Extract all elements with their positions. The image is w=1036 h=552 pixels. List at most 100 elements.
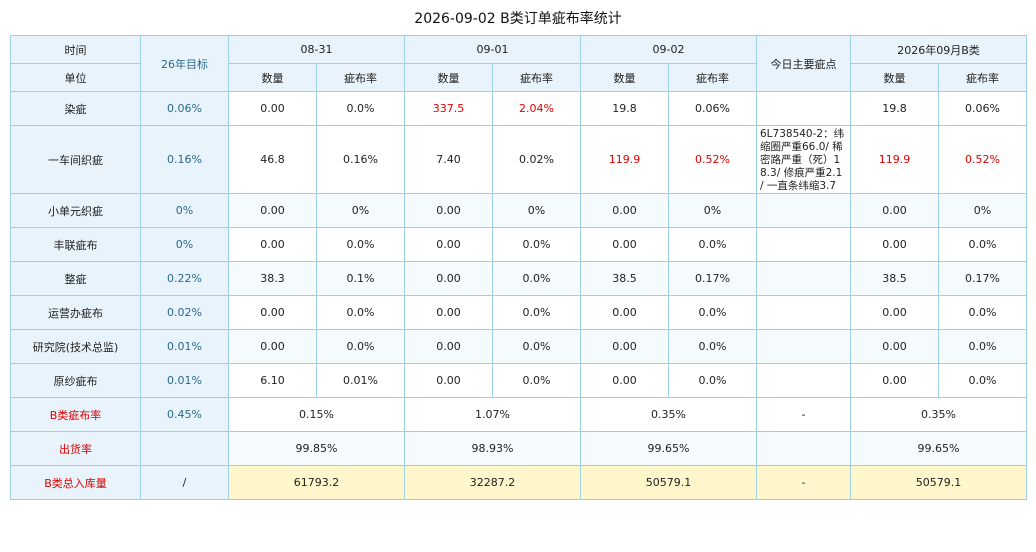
cell-qty: 0.00 <box>404 363 493 398</box>
cell-rate: 0.0% <box>492 329 581 364</box>
cell-defect-note <box>756 227 851 262</box>
summary-note <box>756 431 851 466</box>
header-date-2: 09-01 <box>404 35 581 64</box>
cell-defect-note <box>756 193 851 228</box>
row-target: 0.01% <box>140 329 229 364</box>
cell-qty: 0.00 <box>404 193 493 228</box>
table-row: 运营办疵布 0.02% 0.00 0.0% 0.00 0.0% 0.00 0.0… <box>10 295 1027 330</box>
summary-row-defect-rate: B类疵布率 0.45% 0.15% 1.07% 0.35% - 0.35% <box>10 397 1027 432</box>
cell-month-qty: 0.00 <box>850 295 939 330</box>
summary-note: - <box>756 397 851 432</box>
cell-qty: 0.00 <box>404 295 493 330</box>
summary-month: 0.35% <box>850 397 1027 432</box>
cell-month-qty: 119.9 <box>850 125 939 194</box>
header-target: 26年目标 <box>140 35 229 92</box>
cell-month-qty: 0.00 <box>850 193 939 228</box>
cell-qty: 0.00 <box>228 295 317 330</box>
cell-month-rate: 0.17% <box>938 261 1027 296</box>
table-row: 一车间织疵 0.16% 46.8 0.16% 7.40 0.02% 119.9 … <box>10 125 1027 194</box>
table-row: 研究院(技术总监) 0.01% 0.00 0.0% 0.00 0.0% 0.00… <box>10 329 1027 364</box>
cell-rate: 0.01% <box>316 363 405 398</box>
cell-qty: 19.8 <box>580 91 669 126</box>
cell-rate: 0.0% <box>668 227 757 262</box>
cell-qty: 6.10 <box>228 363 317 398</box>
cell-qty: 38.5 <box>580 261 669 296</box>
summary-day-2: 1.07% <box>404 397 581 432</box>
cell-month-rate: 0.0% <box>938 227 1027 262</box>
cell-qty: 337.5 <box>404 91 493 126</box>
cell-rate: 2.04% <box>492 91 581 126</box>
summary-month: 50579.1 <box>850 465 1027 500</box>
table-row: 原纱疵布 0.01% 6.10 0.01% 0.00 0.0% 0.00 0.0… <box>10 363 1027 398</box>
cell-rate: 0.06% <box>668 91 757 126</box>
table-row: 染疵 0.06% 0.00 0.0% 337.5 2.04% 19.8 0.06… <box>10 91 1027 126</box>
table-row: 整疵 0.22% 38.3 0.1% 0.00 0.0% 38.5 0.17% … <box>10 261 1027 296</box>
cell-defect-note: 6L738540-2：纬缩圈严重66.0/ 稀密路严重（死）18.3/ 修痕严重… <box>756 125 851 194</box>
header-qty: 数量 <box>850 63 939 92</box>
header-date-3: 09-02 <box>580 35 757 64</box>
header-qty: 数量 <box>404 63 493 92</box>
cell-qty: 0.00 <box>404 261 493 296</box>
cell-rate: 0.17% <box>668 261 757 296</box>
cell-rate: 0% <box>492 193 581 228</box>
defect-rate-table: 时间 26年目标 08-31 09-01 09-02 今日主要疵点 2026年0… <box>10 35 1027 500</box>
cell-rate: 0.0% <box>492 295 581 330</box>
cell-defect-note <box>756 295 851 330</box>
summary-day-2: 32287.2 <box>404 465 581 500</box>
cell-qty: 46.8 <box>228 125 317 194</box>
cell-rate: 0.0% <box>316 329 405 364</box>
cell-rate: 0.1% <box>316 261 405 296</box>
cell-month-rate: 0.06% <box>938 91 1027 126</box>
cell-rate: 0.0% <box>668 295 757 330</box>
table-row: 丰联疵布 0% 0.00 0.0% 0.00 0.0% 0.00 0.0% 0.… <box>10 227 1027 262</box>
cell-defect-note <box>756 329 851 364</box>
table-row: 小单元织疵 0% 0.00 0% 0.00 0% 0.00 0% 0.00 0% <box>10 193 1027 228</box>
row-label: 丰联疵布 <box>10 227 141 262</box>
cell-qty: 7.40 <box>404 125 493 194</box>
row-target: 0% <box>140 193 229 228</box>
cell-qty: 0.00 <box>580 193 669 228</box>
header-unit: 单位 <box>10 63 141 92</box>
cell-rate: 0% <box>668 193 757 228</box>
cell-qty: 0.00 <box>228 91 317 126</box>
cell-qty: 0.00 <box>580 363 669 398</box>
header-rate: 疵布率 <box>492 63 581 92</box>
cell-rate: 0.0% <box>492 227 581 262</box>
cell-month-rate: 0.0% <box>938 329 1027 364</box>
header-date-1: 08-31 <box>228 35 405 64</box>
header-qty: 数量 <box>580 63 669 92</box>
row-label: 运营办疵布 <box>10 295 141 330</box>
summary-target: / <box>140 465 229 500</box>
summary-day-1: 0.15% <box>228 397 405 432</box>
cell-rate: 0.0% <box>492 363 581 398</box>
cell-defect-note <box>756 363 851 398</box>
row-label: 整疵 <box>10 261 141 296</box>
summary-target <box>140 431 229 466</box>
cell-month-rate: 0.0% <box>938 295 1027 330</box>
row-target: 0.16% <box>140 125 229 194</box>
cell-month-rate: 0.52% <box>938 125 1027 194</box>
cell-qty: 0.00 <box>228 227 317 262</box>
cell-month-qty: 0.00 <box>850 227 939 262</box>
row-label: 一车间织疵 <box>10 125 141 194</box>
summary-day-3: 0.35% <box>580 397 757 432</box>
page-title: 2026-09-02 B类订单疵布率统计 <box>414 11 622 27</box>
cell-rate: 0.0% <box>316 227 405 262</box>
cell-qty: 0.00 <box>580 227 669 262</box>
header-rate: 疵布率 <box>938 63 1027 92</box>
cell-qty: 0.00 <box>228 193 317 228</box>
header-rate: 疵布率 <box>316 63 405 92</box>
row-target: 0.06% <box>140 91 229 126</box>
cell-rate: 0.0% <box>492 261 581 296</box>
cell-rate: 0.16% <box>316 125 405 194</box>
row-target: 0.02% <box>140 295 229 330</box>
row-label: 研究院(技术总监) <box>10 329 141 364</box>
header-main-defects: 今日主要疵点 <box>756 35 851 92</box>
cell-month-rate: 0.0% <box>938 363 1027 398</box>
summary-row-shipping-rate: 出货率 99.85% 98.93% 99.65% 99.65% <box>10 431 1027 466</box>
row-label: 染疵 <box>10 91 141 126</box>
cell-qty: 0.00 <box>580 329 669 364</box>
header-rate: 疵布率 <box>668 63 757 92</box>
cell-qty: 0.00 <box>404 227 493 262</box>
cell-month-qty: 0.00 <box>850 363 939 398</box>
